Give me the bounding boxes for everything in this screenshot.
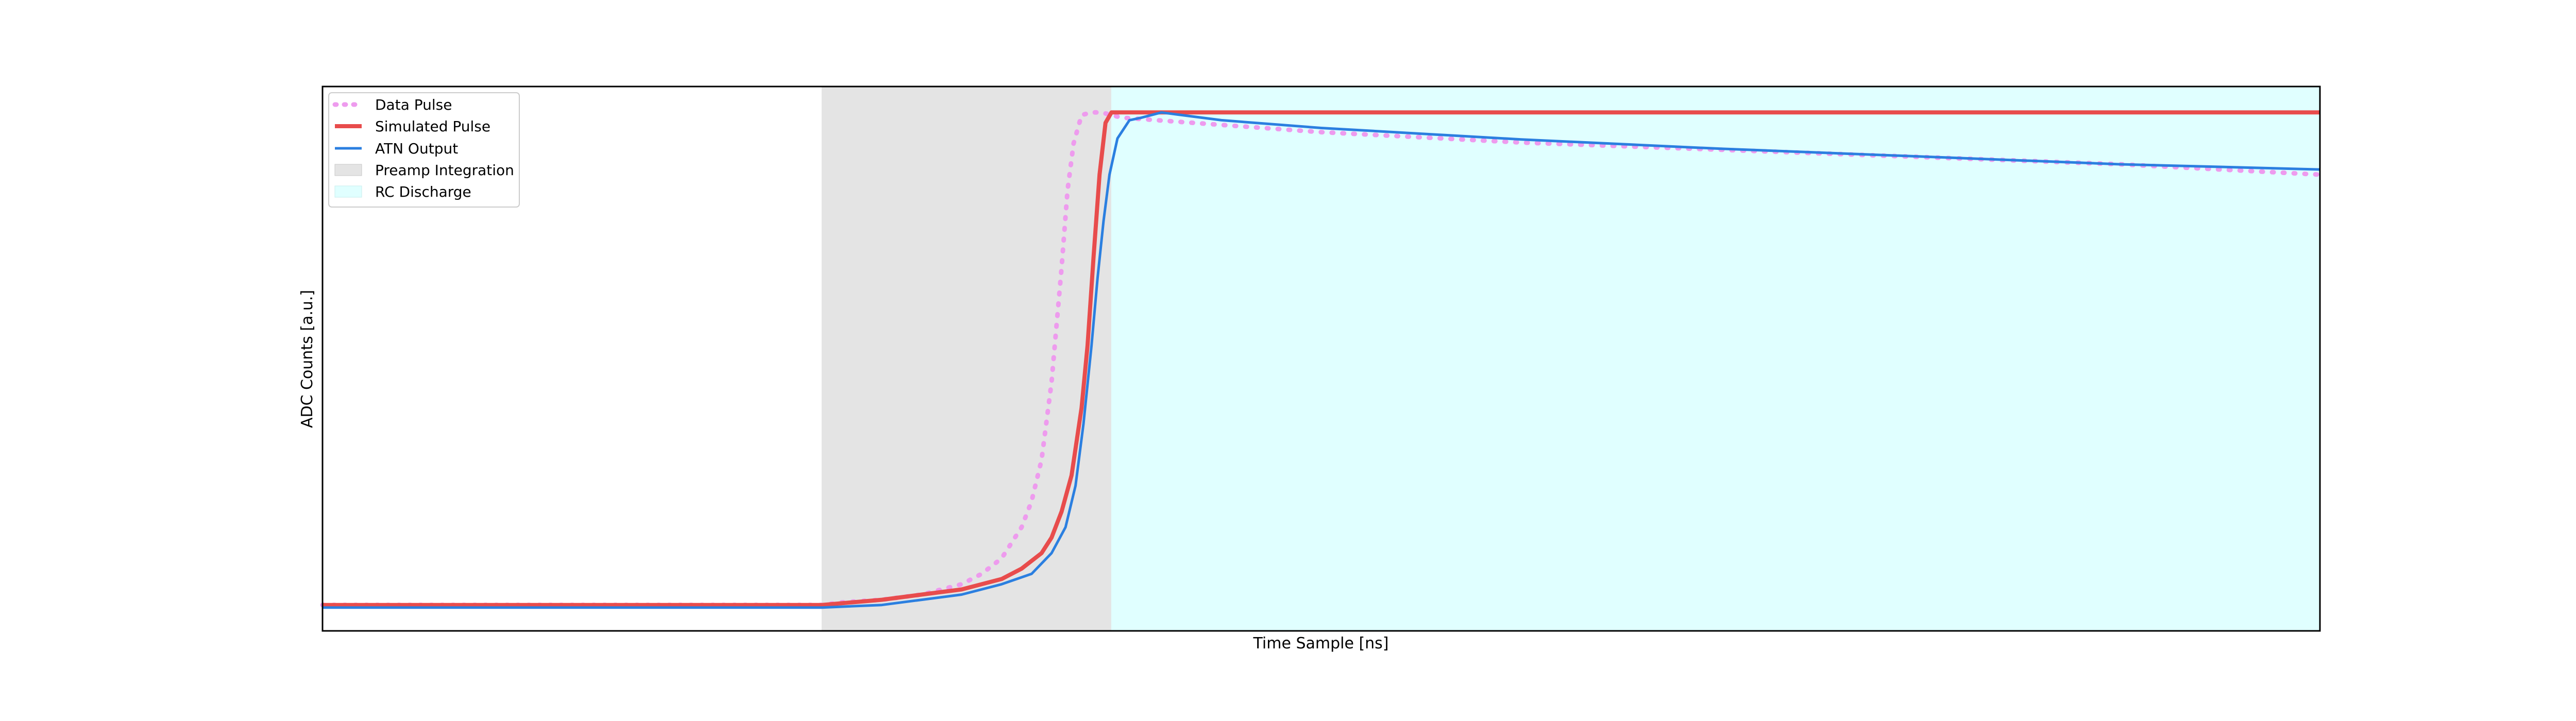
region-rc-discharge bbox=[1111, 86, 2320, 631]
series-lines bbox=[320, 110, 2323, 609]
legend-frame bbox=[328, 92, 520, 208]
y-axis-label: ADC Counts [a.u.] bbox=[298, 290, 316, 428]
shaded-regions bbox=[821, 86, 2320, 631]
series-line-simulated-pulse bbox=[323, 110, 2320, 607]
legend-label-simulated-pulse: Simulated Pulse bbox=[375, 118, 490, 135]
x-axis-label: Time Sample [ns] bbox=[1252, 634, 1388, 653]
legend-swatch-preamp-integration bbox=[334, 164, 362, 176]
legend-label-atn-output: ATN Output bbox=[375, 140, 458, 157]
legend: Data Pulse Simulated Pulse ATN Output Pr… bbox=[328, 92, 520, 208]
region-preamp-integration bbox=[821, 86, 1112, 631]
plot-frame bbox=[321, 85, 2321, 632]
legend-label-preamp-integration: Preamp Integration bbox=[375, 162, 514, 179]
series-line-atn-output bbox=[323, 111, 2320, 609]
legend-swatch-rc-discharge bbox=[334, 185, 362, 198]
legend-label-rc-discharge: RC Discharge bbox=[375, 183, 471, 200]
legend-label-data-pulse: Data Pulse bbox=[375, 96, 452, 113]
